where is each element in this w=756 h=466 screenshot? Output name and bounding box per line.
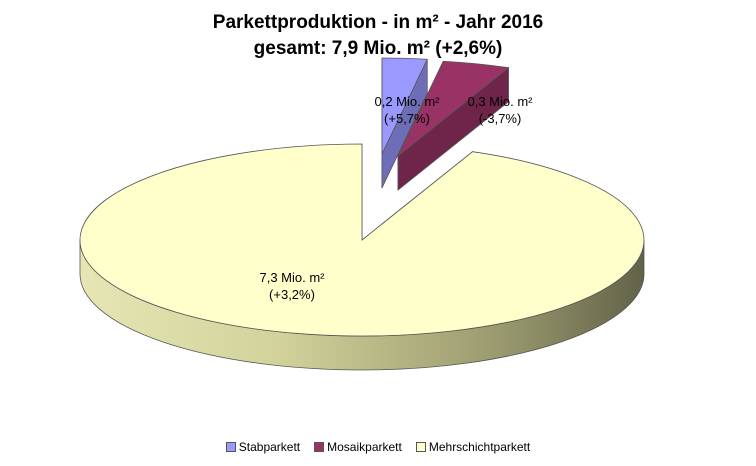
legend-label-mehrschichtparkett: Mehrschichtparkett <box>428 440 531 454</box>
legend-label-mosaikparkett: Mosaikparkett <box>327 440 402 454</box>
chart-title: Parkettproduktion - in m² - Jahr 2016 <box>212 12 544 33</box>
data-label-change-stabparkett: (+5,7%) <box>384 111 430 126</box>
data-label-value-stabparkett: 0,2 Mio. m² <box>374 94 440 109</box>
pie-slice-top-stabparkett <box>381 57 428 155</box>
data-label-change-mosaikparkett: (-3,7%) <box>479 111 522 126</box>
pie-slice-stabparkett <box>381 57 428 189</box>
pie-slice-mosaikparkett <box>397 60 510 191</box>
legend-item-stabparkett: Stabparkett <box>225 440 301 454</box>
legend-label-stabparkett: Stabparkett <box>238 440 301 454</box>
legend-swatch-mehrschichtparkett <box>415 442 426 452</box>
pie-slice-top-mosaikparkett <box>397 60 510 157</box>
legend-item-mosaikparkett: Mosaikparkett <box>314 440 402 454</box>
legend: Stabparkett Mosaikparkett Mehrschichtpar… <box>0 440 756 454</box>
data-label-value-mehrschichtparkett: 7,3 Mio. m² <box>259 270 325 285</box>
data-label-value-mosaikparkett: 0,3 Mio. m² <box>467 94 533 109</box>
legend-swatch-mosaikparkett <box>314 442 325 452</box>
legend-swatch-stabparkett <box>225 442 236 452</box>
pie-slice-mehrschichtparkett <box>79 143 645 371</box>
data-label-change-mehrschichtparkett: (+3,2%) <box>269 287 315 302</box>
pie-chart: 0,2 Mio. m² (+5,7%) 0,3 Mio. m² (-3,7%) 7,3 … <box>79 57 645 371</box>
chart-subtitle: gesamt: 7,9 Mio. m² (+2,6%) <box>253 38 503 59</box>
pie-slice-top-mehrschichtparkett <box>79 143 645 337</box>
legend-item-mehrschichtparkett: Mehrschichtparkett <box>415 440 531 454</box>
